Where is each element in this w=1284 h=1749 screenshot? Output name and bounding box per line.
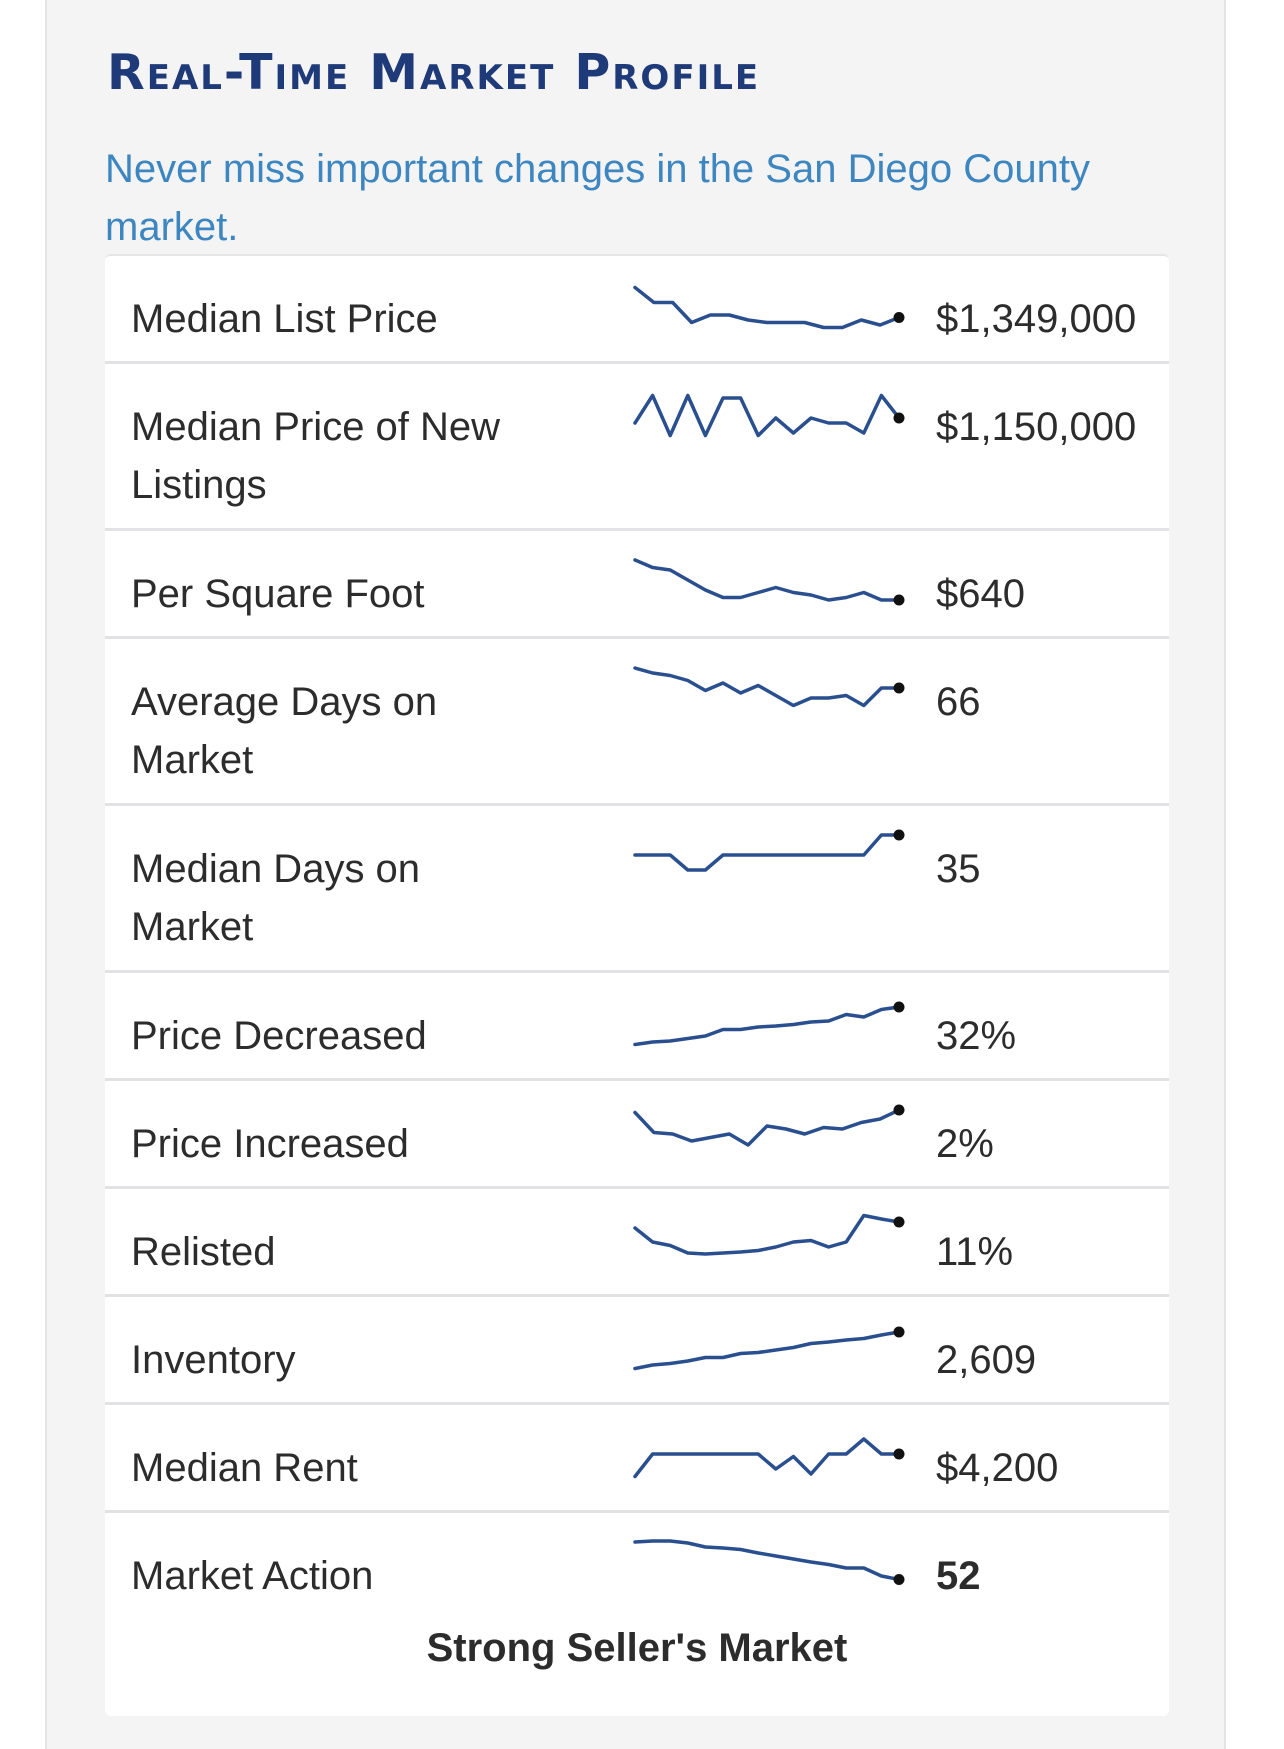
trend-line [633, 1108, 901, 1147]
trend-line [633, 285, 901, 330]
trend-sparkline [633, 285, 905, 330]
metric-value: $4,200 [936, 1446, 1059, 1490]
trend-sparkline [633, 1437, 905, 1479]
metric-row: Price Increased 2% [105, 1081, 1169, 1189]
metric-label: Median Price of New Listings [131, 405, 501, 507]
trend-sparkline [633, 1326, 905, 1371]
metric-row: Median Price of New Listings $1,150,000 [105, 364, 1169, 531]
trend-sparkline [633, 1539, 905, 1585]
trend-sparkline [633, 558, 905, 606]
trend-endpoint [893, 1001, 905, 1013]
trend-endpoint [893, 312, 905, 323]
trend-endpoint [893, 829, 905, 841]
metric-label: Median Rent [131, 1446, 358, 1490]
metric-label: Median Days on Market [131, 847, 421, 949]
metric-label: Average Days on Market [131, 680, 438, 782]
panel-subtitle: Never miss important changes in the San … [105, 147, 1090, 249]
metric-row: Median Rent $4,200 [105, 1405, 1169, 1513]
trend-sparkline [633, 666, 905, 708]
trend-endpoint [893, 1448, 905, 1460]
metric-row: Inventory 2,609 [105, 1297, 1169, 1405]
metric-value: $640 [936, 572, 1025, 616]
trend-endpoint [893, 682, 905, 694]
market-profile-panel: Real-Time Market Profile Never miss impo… [45, 0, 1226, 1749]
trend-line [633, 666, 901, 708]
metric-value: 35 [936, 847, 981, 891]
trend-sparkline [633, 393, 905, 438]
market-action-label: Strong Seller's Market [426, 1626, 848, 1670]
trend-sparkline [633, 829, 905, 872]
trend-sparkline [633, 1001, 905, 1047]
metric-value: $1,349,000 [936, 297, 1137, 341]
trend-line [633, 558, 901, 602]
trend-endpoint [893, 594, 905, 606]
trend-line [633, 1437, 901, 1479]
metric-label: Per Square Foot [131, 572, 425, 616]
trend-line [633, 1330, 901, 1371]
trend-sparkline [633, 1213, 905, 1256]
metric-label: Price Decreased [131, 1014, 427, 1058]
metrics-card: Median List Price $1,349,000 Median Price … [105, 254, 1169, 1716]
metric-row: Market Action 52 [105, 1513, 1169, 1626]
panel-title: Real-Time Market Profile [107, 44, 761, 101]
metric-value: 2,609 [936, 1338, 1037, 1382]
metric-label: Relisted [131, 1230, 276, 1274]
trend-line [633, 393, 901, 438]
trend-endpoint [893, 412, 905, 424]
metric-value: 66 [936, 680, 981, 724]
metric-value: $1,150,000 [936, 405, 1137, 449]
metric-label: Market Action [131, 1554, 374, 1598]
metric-row: Price Decreased 32% [105, 973, 1169, 1081]
metric-value: 11% [936, 1230, 1014, 1274]
trend-line [633, 1213, 901, 1256]
trend-endpoint [893, 1574, 905, 1585]
metric-label: Median List Price [131, 297, 438, 341]
metric-value: 52 [936, 1554, 981, 1598]
metric-value: 32% [936, 1014, 1017, 1058]
trend-endpoint [893, 1104, 905, 1116]
metric-row: Per Square Foot $640 [105, 531, 1169, 639]
metric-label: Inventory [131, 1338, 296, 1382]
trend-sparkline [633, 1104, 905, 1147]
trend-line [633, 1539, 901, 1582]
trend-line [633, 1005, 901, 1047]
trend-line [633, 833, 901, 872]
metric-row: Relisted 11% [105, 1189, 1169, 1297]
metric-row: Median List Price $1,349,000 [105, 256, 1169, 364]
trend-endpoint [893, 1216, 905, 1228]
metric-row: Average Days on Market 66 [105, 639, 1169, 806]
metric-row: Median Days on Market 35 [105, 806, 1169, 973]
trend-endpoint [893, 1326, 905, 1338]
metric-label: Price Increased [131, 1122, 409, 1166]
metric-value: 2% [936, 1122, 994, 1166]
